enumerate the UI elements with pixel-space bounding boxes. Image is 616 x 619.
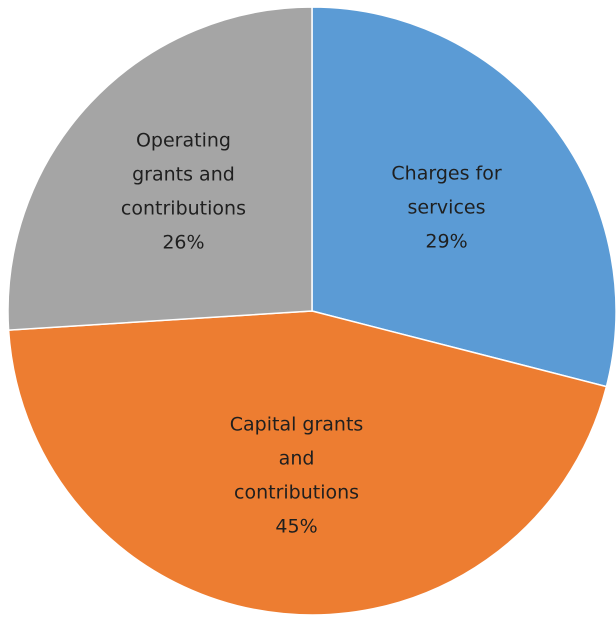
data-label-percent: 45%: [275, 515, 317, 537]
pie-slices: [7, 6, 616, 616]
data-label-percent: 29%: [425, 231, 467, 253]
data-label-capital-grants-and-contributions: Capital grants and contributions 45%: [230, 413, 364, 537]
data-label-line: Operating: [136, 129, 231, 151]
pie-labels: Charges for services 29% Capital grants and c…: [121, 129, 502, 537]
data-label-percent: 26%: [162, 231, 204, 253]
data-label-line: contributions: [121, 197, 246, 219]
data-label-line: services: [408, 197, 486, 219]
data-label-line: and: [279, 447, 315, 469]
data-label-line: Charges for: [391, 163, 501, 185]
pie-slice-operating-grants-and-contributions: [7, 6, 313, 331]
data-label-charges-for-services: Charges for services 29%: [391, 163, 501, 253]
data-label-line: contributions: [234, 481, 359, 503]
pie-slice-capital-grants-and-contributions: [7, 310, 608, 616]
data-label-line: Capital grants: [230, 413, 364, 435]
data-label-line: grants and: [132, 163, 235, 185]
data-label-operating-grants-and-contributions: Operating grants and contributions 26%: [121, 129, 246, 253]
